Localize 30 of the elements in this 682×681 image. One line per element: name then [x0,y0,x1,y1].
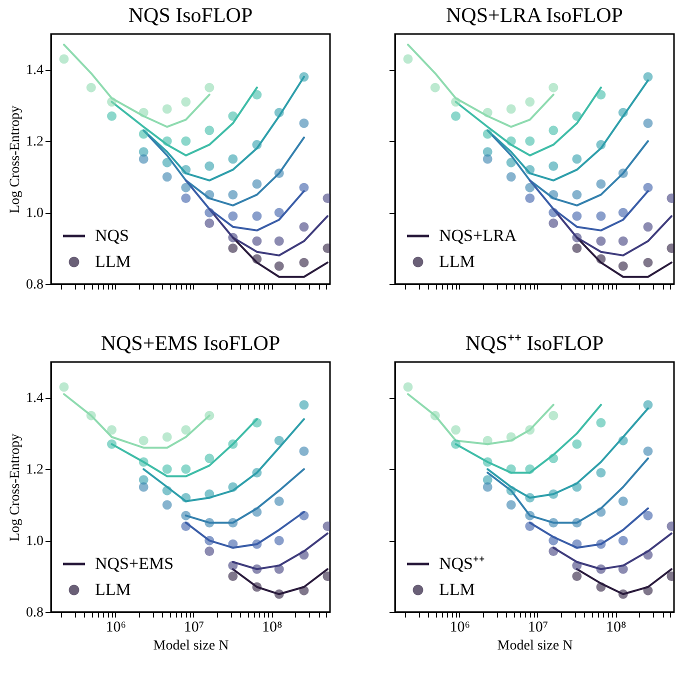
x-tick-label: 10⁶ [450,620,470,636]
x-tick-label: 10⁶ [106,620,126,636]
y-tick-label: 1.0 [26,206,44,222]
x-tick-label: 10⁸ [262,620,282,636]
chart-title: NQS+LRA IsoFLOP [446,3,623,27]
y-tick-label: 0.8 [26,278,44,292]
chart-title: NQS IsoFLOP [128,3,253,27]
x-axis-title: Model size N [497,638,573,654]
y-tick-label: 1.2 [26,462,44,478]
y-tick-label: 0.8 [26,606,44,620]
chart-title: NQS⁺⁺ IsoFLOP [465,331,604,355]
y-tick-label: 1.0 [26,534,44,550]
x-tick-label: 10⁸ [606,620,626,636]
legend-label: LLM [439,252,475,271]
y-axis-title: Log Cross-Entropy [8,434,23,542]
x-tick-label: 10⁷ [184,620,204,636]
legend-label: LLM [95,252,131,271]
x-axis-title: Model size N [153,638,229,654]
y-axis-title: Log Cross-Entropy [8,106,23,214]
legend-label: LLM [95,580,131,599]
legend-label: NQS+LRA [439,226,518,245]
legend-label: NQS [95,226,130,245]
legend-label: NQS+EMS [95,554,174,573]
chart-title: NQS+EMS IsoFLOP [100,331,280,355]
x-tick-label: 10⁷ [528,620,548,636]
y-tick-label: 1.4 [26,63,44,78]
legend-label: NQS⁺⁺ [439,554,486,573]
y-tick-label: 1.2 [26,134,44,150]
y-tick-label: 1.4 [26,391,44,406]
legend-label: LLM [439,580,475,599]
